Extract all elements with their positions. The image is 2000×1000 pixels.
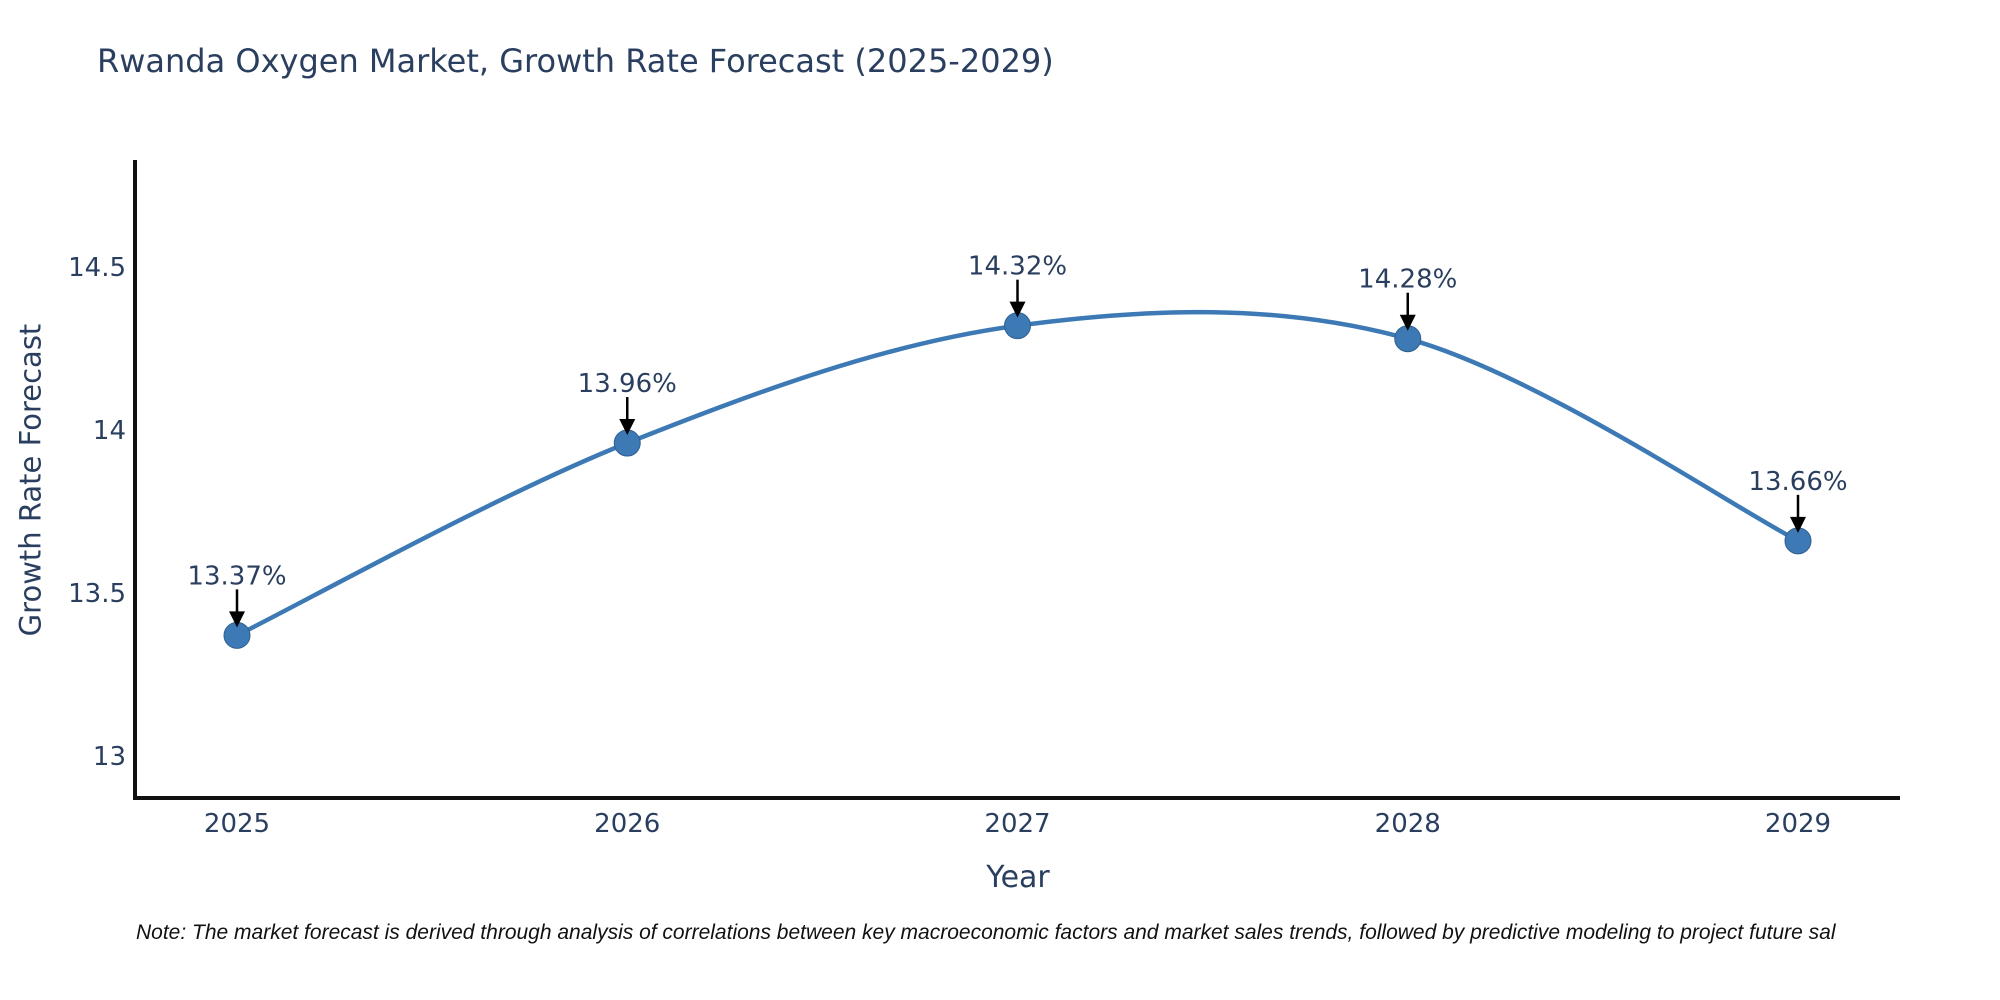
- y-tick-label: 13: [93, 742, 126, 772]
- axes: [133, 160, 1900, 800]
- annotation-arrowhead: [1399, 314, 1416, 331]
- footnote: Note: The market forecast is derived thr…: [136, 921, 1836, 944]
- series-group: [223, 309, 1812, 649]
- x-tick-label: 2029: [1765, 809, 1831, 839]
- x-axis-title: Year: [986, 860, 1050, 895]
- x-tick-label: 2025: [204, 809, 270, 839]
- point-annotation-label: 13.37%: [187, 561, 286, 591]
- chart-title: Rwanda Oxygen Market, Growth Rate Foreca…: [97, 42, 1054, 80]
- x-tick-label: 2026: [594, 809, 660, 839]
- y-tick-label: 14.5: [68, 253, 126, 283]
- x-tick-label: 2028: [1375, 809, 1441, 839]
- point-annotation-label: 13.96%: [578, 369, 677, 399]
- x-tick-label: 2027: [984, 809, 1050, 839]
- series-line: [236, 309, 1800, 638]
- y-tick-labels: 14.5 14 13.5 13: [68, 253, 126, 772]
- annotation-arrowhead: [1790, 516, 1806, 533]
- point-annotation-label: 14.28%: [1358, 265, 1457, 295]
- x-tick-labels: 2025 2026 2027 2028 2029: [204, 809, 1831, 839]
- y-tick-label: 13.5: [68, 579, 126, 609]
- annotation-arrowhead: [229, 611, 245, 628]
- point-annotation-label: 13.66%: [1748, 467, 1847, 497]
- annotation-arrowhead: [619, 419, 636, 436]
- annotations-group: 13.37% 13.96% 14.32% 14.28% 13.66%: [187, 252, 1848, 628]
- point-annotation-label: 14.32%: [968, 252, 1067, 282]
- y-tick-label: 14: [93, 416, 126, 446]
- annotation-arrowhead: [1009, 301, 1026, 318]
